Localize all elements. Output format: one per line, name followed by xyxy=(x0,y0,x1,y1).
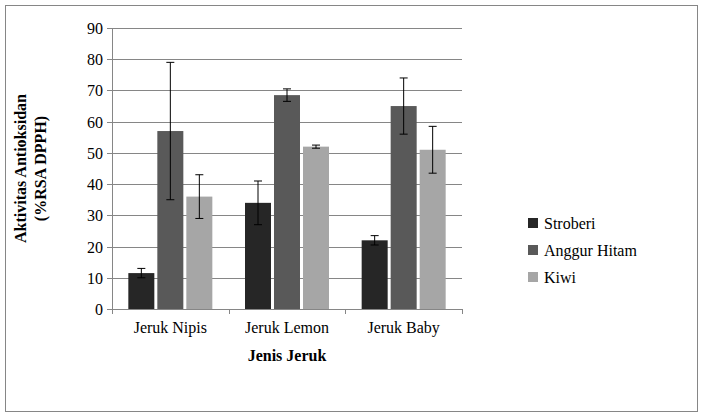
y-axis-label: Aktivitas Antioksidan xyxy=(12,94,29,243)
x-tick-label: Jeruk Lemon xyxy=(245,319,329,336)
bar xyxy=(391,106,417,309)
y-tick-label: 70 xyxy=(87,82,103,99)
y-tick xyxy=(107,59,112,60)
x-tick xyxy=(229,309,230,314)
y-tick-label: 0 xyxy=(95,301,103,318)
error-cap xyxy=(195,174,203,175)
x-axis-label: Jenis Jeruk xyxy=(248,347,327,364)
error-line xyxy=(432,126,433,173)
error-cap xyxy=(312,148,320,149)
error-line xyxy=(199,175,200,219)
y-tick xyxy=(107,309,112,310)
legend-swatch xyxy=(528,218,538,228)
x-tick xyxy=(462,309,463,314)
x-tick xyxy=(112,309,113,314)
bar xyxy=(128,273,154,309)
y-tick-label: 60 xyxy=(87,114,103,131)
grid-line xyxy=(112,309,462,310)
error-cap xyxy=(254,180,262,181)
legend-label: Kiwi xyxy=(544,269,577,286)
error-cap xyxy=(371,235,379,236)
error-cap xyxy=(166,199,174,200)
y-tick xyxy=(107,278,112,279)
bars xyxy=(128,62,445,309)
error-line xyxy=(403,78,404,134)
error-cap xyxy=(312,145,320,146)
error-bar xyxy=(137,268,145,277)
bar xyxy=(362,240,388,309)
y-tick xyxy=(107,153,112,154)
error-line xyxy=(287,89,288,101)
legend-swatch xyxy=(528,245,538,255)
error-bar xyxy=(400,78,408,134)
legend-label: Anggur Hitam xyxy=(544,242,637,260)
legend-label: Stroberi xyxy=(544,215,596,232)
y-axis-label: (%RSA DPPH) xyxy=(32,116,50,221)
y-tick-label: 30 xyxy=(87,207,103,224)
error-bar xyxy=(166,62,174,199)
error-cap xyxy=(429,173,437,174)
error-cap xyxy=(400,134,408,135)
y-tick xyxy=(107,215,112,216)
error-bar xyxy=(429,126,437,173)
error-cap xyxy=(429,126,437,127)
error-line xyxy=(170,62,171,199)
y-tick xyxy=(107,247,112,248)
legend: Stroberi Anggur Hitam Kiwi xyxy=(528,215,637,286)
y-tick-label: 10 xyxy=(87,270,103,287)
bar xyxy=(274,95,300,309)
error-bar xyxy=(371,236,379,245)
x-tick-label: Jeruk Nipis xyxy=(134,319,207,337)
error-line xyxy=(141,268,142,277)
y-tick-label: 80 xyxy=(87,51,103,68)
bar xyxy=(420,150,446,309)
error-bar xyxy=(283,89,291,101)
grid-line xyxy=(112,59,462,60)
y-tick xyxy=(107,90,112,91)
error-cap xyxy=(195,218,203,219)
error-line xyxy=(374,236,375,245)
grid-line xyxy=(112,28,462,29)
y-tick-label: 40 xyxy=(87,176,103,193)
y-axis xyxy=(112,28,113,309)
x-axis xyxy=(112,309,462,310)
y-tick-label: 50 xyxy=(87,145,103,162)
error-bar xyxy=(312,145,320,148)
error-bar xyxy=(254,181,262,225)
y-tick xyxy=(107,28,112,29)
error-cap xyxy=(254,224,262,225)
y-tick xyxy=(107,184,112,185)
error-cap xyxy=(283,101,291,102)
x-tick xyxy=(345,309,346,314)
error-cap xyxy=(166,62,174,63)
error-cap xyxy=(137,277,145,278)
error-cap xyxy=(137,268,145,269)
error-cap xyxy=(371,244,379,245)
error-line xyxy=(258,181,259,225)
chart-frame xyxy=(6,6,698,412)
bar xyxy=(303,147,329,309)
legend-swatch xyxy=(528,272,538,282)
error-cap xyxy=(283,88,291,89)
chart-container: 0 10 20 30 40 50 60 70 80 90 Jeruk Nipis Jeruk Lemo… xyxy=(0,0,704,418)
y-tick-label: 20 xyxy=(87,239,103,256)
x-tick-label: Jeruk Baby xyxy=(367,319,439,337)
y-tick-label: 90 xyxy=(87,20,103,37)
y-tick xyxy=(107,122,112,123)
chart: 0 10 20 30 40 50 60 70 80 90 Jeruk Nipis Jeruk Lemo… xyxy=(0,0,704,418)
error-bar xyxy=(195,175,203,219)
error-cap xyxy=(400,77,408,78)
